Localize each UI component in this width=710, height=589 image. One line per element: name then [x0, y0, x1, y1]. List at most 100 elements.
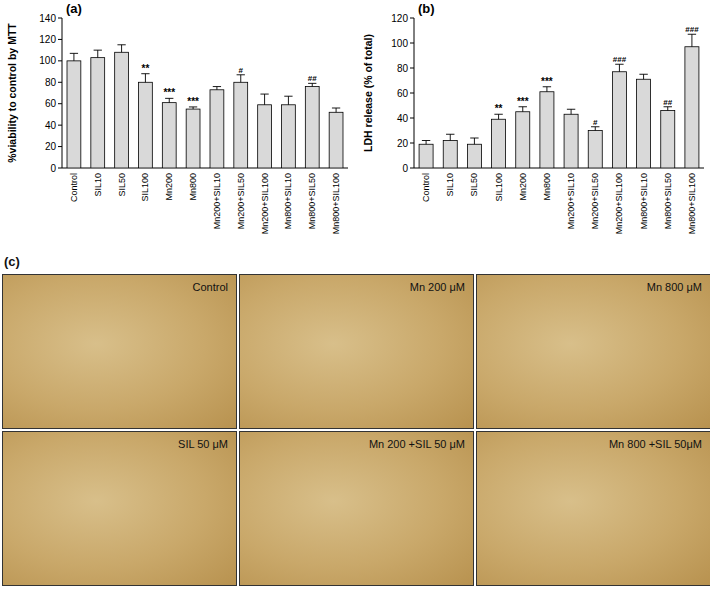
x-tick-label: Mn200+SIL50 [590, 173, 600, 229]
x-tick-label: Mn200 [164, 173, 174, 201]
y-tick [58, 168, 62, 169]
y-tick-label: 20 [397, 138, 409, 149]
bar [564, 114, 578, 168]
error-stem [145, 74, 146, 83]
bar [467, 144, 481, 168]
x-tick-label: Mn800+SIL50 [663, 173, 673, 229]
error-stem [336, 108, 337, 112]
y-tick [410, 93, 414, 94]
panel-title: (b) [418, 1, 435, 16]
error-stem [288, 96, 289, 105]
error-bar [664, 107, 672, 111]
y-axis [62, 18, 63, 168]
y-tick-label: 60 [397, 88, 409, 99]
micrograph: SIL 50 μM [2, 431, 237, 586]
y-tick-label: 0 [402, 163, 408, 174]
bar [540, 92, 554, 168]
y-tick [410, 143, 414, 144]
bar [492, 119, 506, 168]
error-stem [312, 83, 313, 86]
x-tick-label: Mn800+SIL50 [307, 173, 317, 229]
error-stem [264, 94, 265, 105]
error-stem [643, 74, 644, 79]
y-tick-label: 120 [391, 13, 408, 24]
x-tick-label: Mn200+SIL10 [212, 173, 222, 229]
bar [685, 47, 699, 168]
bar [612, 72, 626, 168]
error-cap [446, 134, 454, 135]
error-stem [546, 87, 547, 92]
panel-title: (a) [66, 1, 82, 16]
y-tick-label: 140 [39, 13, 56, 24]
error-cap [213, 86, 221, 87]
x-tick-label: SIL50 [469, 173, 479, 197]
x-tick-label: Mn200 [518, 173, 528, 201]
error-stem [121, 45, 122, 53]
error-bar [422, 141, 430, 145]
y-tick-label: 100 [39, 55, 56, 66]
error-cap [567, 109, 575, 110]
y-tick [58, 82, 62, 83]
error-bar [213, 87, 221, 90]
x-tick-label: SIL100 [140, 173, 150, 202]
x-tick-label: Mn800+SIL10 [639, 173, 649, 229]
micrograph-label: Mn 200 +SIL 50 μM [369, 438, 465, 450]
error-bar [70, 53, 78, 61]
error-bar [470, 138, 478, 144]
x-tick-label: Mn200+SIL10 [566, 173, 576, 229]
x-tick-label: Mn200+SIL50 [236, 173, 246, 229]
error-stem [619, 64, 620, 72]
error-stem [474, 138, 475, 144]
bar [186, 109, 200, 168]
error-bar [284, 96, 292, 105]
error-cap [260, 94, 268, 95]
error-cap [639, 74, 647, 75]
bar [329, 112, 343, 168]
bar [588, 131, 602, 169]
error-stem [691, 34, 692, 47]
error-cap [332, 108, 340, 109]
error-stem [595, 127, 596, 131]
error-stem [571, 109, 572, 114]
bar [234, 82, 248, 168]
error-bar [639, 74, 647, 79]
bar [516, 112, 530, 168]
x-tick-label: Mn200+SIL100 [260, 173, 270, 234]
error-stem [73, 53, 74, 61]
y-tick-label: 100 [391, 38, 408, 49]
significance: ** [142, 63, 150, 74]
bar [282, 105, 296, 168]
y-tick [58, 18, 62, 19]
error-cap [117, 44, 125, 45]
micrograph: Mn 200 +SIL 50 μM [239, 431, 474, 586]
error-bar [260, 94, 268, 105]
charts: 020406080100120140%viability to control … [0, 0, 710, 260]
error-cap [284, 96, 292, 97]
significance: ## [308, 74, 317, 83]
x-tick-label: Mn800+SIL100 [687, 173, 697, 234]
error-cap [470, 138, 478, 139]
y-axis [414, 18, 415, 168]
y-tick [410, 18, 414, 19]
y-tick [410, 43, 414, 44]
bar [91, 58, 105, 168]
error-bar [446, 134, 454, 140]
error-stem [426, 141, 427, 145]
micrograph-label: Mn 800 +SIL 50μM [609, 438, 702, 450]
x-tick-label: Mn800+SIL10 [283, 173, 293, 229]
x-tick-label: Mn200+SIL100 [614, 173, 624, 234]
error-stem [216, 87, 217, 90]
significance: *** [541, 76, 553, 87]
significance: ## [663, 98, 672, 107]
y-tick [410, 168, 414, 169]
error-cap [94, 50, 102, 51]
bar [305, 87, 319, 168]
error-bar [615, 64, 623, 72]
x-tick-label: Control [69, 173, 79, 202]
error-stem [169, 98, 170, 102]
error-stem [667, 107, 668, 111]
significance: *** [163, 87, 175, 98]
micrograph: Mn 800 μM [476, 274, 710, 429]
error-bar [332, 108, 340, 112]
bar [419, 144, 433, 168]
